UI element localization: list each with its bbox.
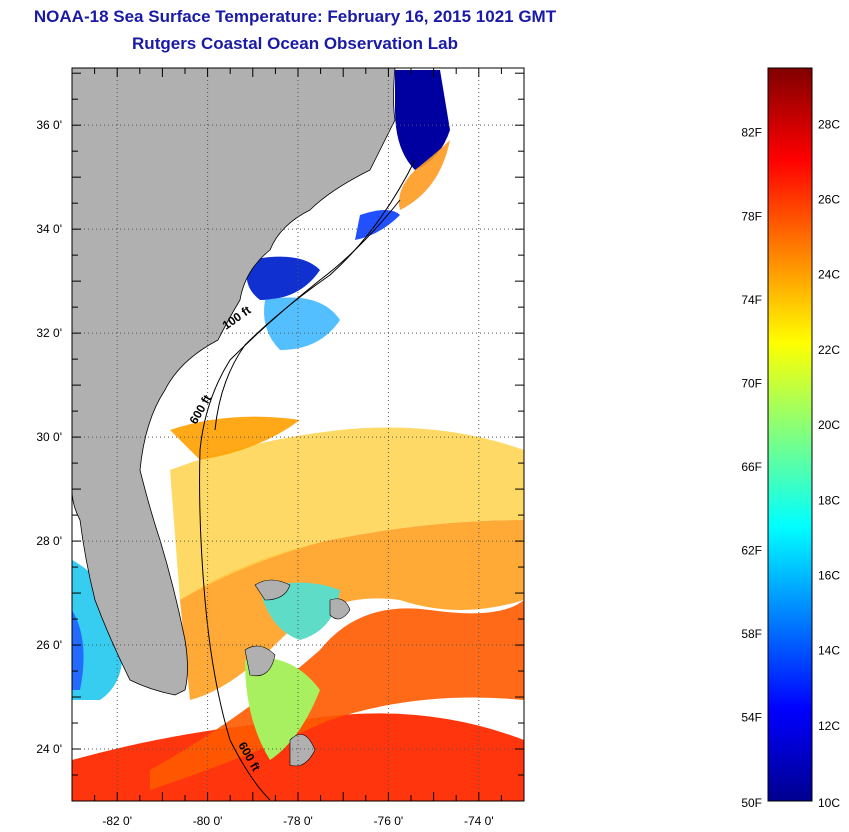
colorbar-fahrenheit-label: 58F bbox=[741, 627, 762, 641]
lat-lon-grid bbox=[72, 68, 524, 801]
colorbar-bar bbox=[767, 67, 813, 802]
lat-tick-label: 34 0' bbox=[36, 222, 62, 236]
land-mass bbox=[72, 68, 396, 767]
colorbar-celsius-label: 24C bbox=[818, 268, 840, 282]
lat-tick-label: 32 0' bbox=[36, 326, 62, 340]
colorbar: 82F 78F 74F 70F 66F 62F 58F 54F 50F 28C 26C 24C 22C… bbox=[741, 67, 840, 810]
colorbar-fahrenheit-label: 74F bbox=[741, 293, 762, 307]
colorbar-celsius-label: 10C bbox=[818, 796, 840, 810]
colorbar-fahrenheit-label: 70F bbox=[741, 376, 762, 390]
colorbar-celsius-label: 18C bbox=[818, 493, 840, 507]
lat-tick-label: 26 0' bbox=[36, 638, 62, 652]
colorbar-celsius-labels: 28C 26C 24C 22C 20C 18C 16C 14C 12C 10C bbox=[818, 117, 840, 810]
map-panel: 36 0' 34 0' 32 0' 30 0' 28 0' 26 0' 24 0' -82 … bbox=[36, 67, 525, 828]
lon-tick-label: -82 0' bbox=[102, 814, 132, 828]
lat-tick-label: 24 0' bbox=[36, 742, 62, 756]
colorbar-fahrenheit-label: 54F bbox=[741, 710, 762, 724]
colorbar-celsius-label: 14C bbox=[818, 644, 840, 658]
colorbar-fahrenheit-label: 50F bbox=[741, 796, 762, 810]
colorbar-fahrenheit-label: 66F bbox=[741, 460, 762, 474]
bathymetry-contours bbox=[199, 159, 416, 801]
longitude-labels: -82 0' -80 0' -78 0' -76 0' -74 0' bbox=[102, 814, 493, 828]
colorbar-celsius-label: 28C bbox=[818, 117, 840, 131]
lat-tick-label: 30 0' bbox=[36, 430, 62, 444]
colorbar-celsius-label: 22C bbox=[818, 343, 840, 357]
lon-tick-label: -78 0' bbox=[283, 814, 313, 828]
lat-tick-label: 36 0' bbox=[36, 118, 62, 132]
latitude-labels: 36 0' 34 0' 32 0' 30 0' 28 0' 26 0' 24 0' bbox=[36, 118, 62, 756]
colorbar-fahrenheit-label: 82F bbox=[741, 126, 762, 140]
colorbar-celsius-label: 20C bbox=[818, 418, 840, 432]
colorbar-celsius-label: 16C bbox=[818, 568, 840, 582]
lat-tick-label: 28 0' bbox=[36, 534, 62, 548]
sst-field bbox=[72, 70, 524, 801]
lon-tick-label: -74 0' bbox=[464, 814, 494, 828]
lon-tick-label: -76 0' bbox=[374, 814, 404, 828]
colorbar-fahrenheit-label: 78F bbox=[741, 209, 762, 223]
colorbar-celsius-label: 26C bbox=[818, 193, 840, 207]
map-subtitle: Rutgers Coastal Ocean Observation Lab bbox=[132, 34, 458, 53]
map-title: NOAA-18 Sea Surface Temperature: Februar… bbox=[33, 7, 557, 26]
colorbar-celsius-label: 12C bbox=[818, 719, 840, 733]
map-frame bbox=[71, 67, 525, 802]
lon-tick-label: -80 0' bbox=[193, 814, 223, 828]
colorbar-fahrenheit-label: 62F bbox=[741, 543, 762, 557]
colorbar-fahrenheit-labels: 82F 78F 74F 70F 66F 62F 58F 54F 50F bbox=[741, 126, 762, 810]
